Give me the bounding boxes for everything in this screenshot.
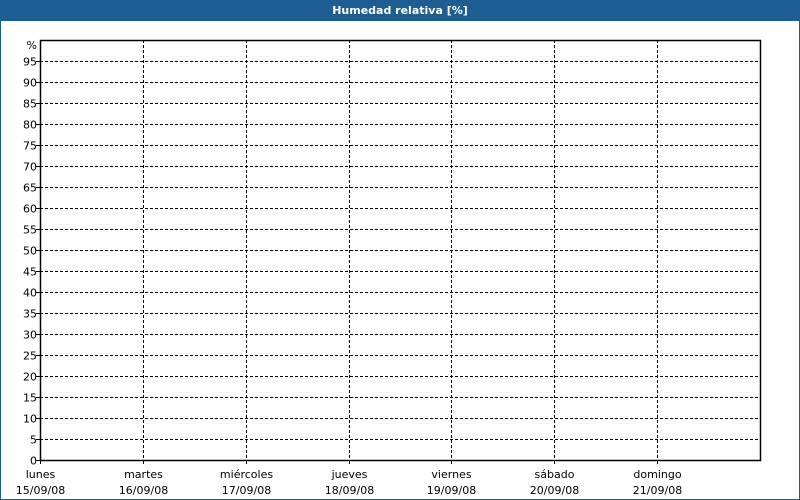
x-tick-label-day: martes	[124, 468, 163, 481]
y-tick-label: 20	[23, 371, 37, 384]
y-axis-label: %	[27, 39, 37, 52]
y-tick-label: 80	[23, 119, 37, 132]
chart-title: Humedad relativa [%]	[0, 0, 800, 21]
x-tick-label-date: 15/09/08	[16, 484, 65, 497]
x-tick-label-date: 16/09/08	[119, 484, 168, 497]
y-tick-label: 45	[23, 266, 37, 279]
x-tick-label-day: jueves	[331, 468, 368, 481]
x-tick-label-date: 17/09/08	[222, 484, 271, 497]
y-tick-label: 75	[23, 140, 37, 153]
x-tick-label-day: sábado	[535, 468, 575, 481]
y-tick-label: 65	[23, 182, 37, 195]
y-tick-label: 95	[23, 56, 37, 69]
plot-area-border	[39, 39, 762, 462]
y-tick-label: 15	[23, 392, 37, 405]
y-tick-label: 0	[30, 455, 37, 468]
y-tick-label: 35	[23, 308, 37, 321]
x-tick-label-date: 21/09/08	[633, 484, 682, 497]
y-tick-label: 40	[23, 287, 37, 300]
y-tick-label: 85	[23, 98, 37, 111]
y-tick-label: 50	[23, 245, 37, 258]
y-tick-label: 60	[23, 203, 37, 216]
x-tick-label-date: 20/09/08	[530, 484, 579, 497]
x-tick-label-date: 18/09/08	[325, 484, 374, 497]
y-tick-label: 30	[23, 329, 37, 342]
y-tick-label: 25	[23, 350, 37, 363]
y-tick-label: 10	[23, 413, 37, 426]
y-tick-label: 55	[23, 224, 37, 237]
x-tick-label-day: miércoles	[220, 468, 273, 481]
x-tick-label-day: domingo	[633, 468, 681, 481]
y-tick-label: 70	[23, 161, 37, 174]
y-tick-label: 5	[30, 434, 37, 447]
x-tick-label-day: lunes	[26, 468, 56, 481]
y-tick-label: 90	[23, 77, 37, 90]
x-tick-label-day: viernes	[431, 468, 471, 481]
x-tick-label-date: 19/09/08	[427, 484, 476, 497]
